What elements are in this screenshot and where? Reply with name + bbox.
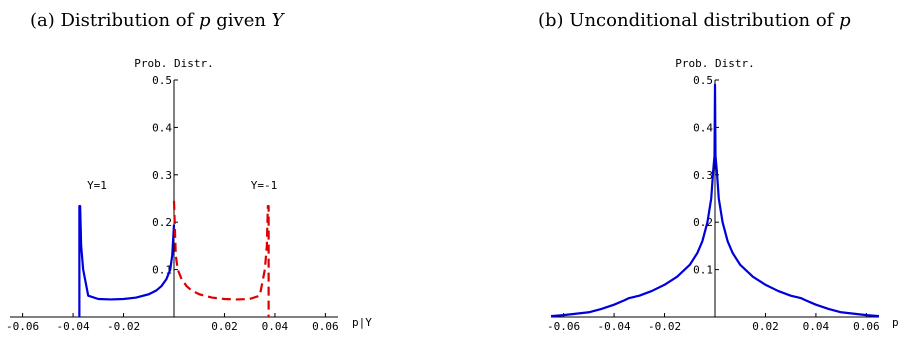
panel-b-x-ticks: -0.06 -0.04 -0.02 0.02 0.04 0.06 [547, 313, 880, 333]
panel-a-series [78, 200, 270, 317]
y-tick-label: 0.5 [152, 74, 172, 87]
y-tick-label: 0.2 [693, 216, 713, 229]
y-tick-label: 0.1 [693, 264, 713, 277]
panel-a: (a) Distribution of p given Y Prob. Dist… [6, 10, 372, 333]
panel-b-series [550, 83, 880, 318]
panel-b-title: (b) Unconditional distribution of p [538, 10, 851, 31]
panel-b-ylabel: Prob. Distr. [675, 57, 754, 70]
x-tick-label: 0.02 [752, 320, 779, 333]
y-tick-label: 0.3 [693, 169, 713, 182]
x-tick-label: -0.04 [57, 320, 90, 333]
x-tick-label: -0.04 [598, 320, 631, 333]
panel-b-y-ticks: 0.1 0.2 0.3 0.4 0.5 [693, 74, 719, 277]
panel-b: (b) Unconditional distribution of p Prob… [538, 10, 899, 333]
panel-a-x-ticks: -0.06 -0.04 -0.02 0.02 0.04 0.06 [6, 313, 339, 333]
x-tick-label: -0.02 [648, 320, 681, 333]
y-tick-label: 0.5 [693, 74, 713, 87]
panel-a-xlabel: p|Y [352, 316, 372, 329]
series-line-2 [172, 200, 270, 317]
y-tick-label: 0.4 [693, 121, 713, 134]
panel-a-ylabel: Prob. Distr. [134, 57, 213, 70]
x-tick-label: 0.04 [803, 320, 830, 333]
x-tick-label: -0.02 [107, 320, 140, 333]
x-tick-label: -0.06 [547, 320, 580, 333]
x-tick-label: 0.06 [853, 320, 880, 333]
series-line-1 [550, 83, 880, 318]
panel-b-xlabel: p [892, 316, 899, 329]
x-tick-label: 0.04 [262, 320, 289, 333]
panel-a-y-ticks: 0.1 0.2 0.3 0.4 0.5 [152, 74, 178, 277]
annotation-y1: Y=1 [87, 179, 107, 192]
y-tick-label: 0.4 [152, 121, 172, 134]
panel-a-title: (a) Distribution of p given Y [30, 10, 286, 31]
y-tick-label: 0.1 [152, 264, 172, 277]
annotation-y-minus1: Y=-1 [251, 179, 278, 192]
x-tick-label: 0.06 [312, 320, 339, 333]
y-tick-label: 0.3 [152, 169, 172, 182]
series-line-1 [78, 204, 176, 317]
x-tick-label: 0.02 [211, 320, 238, 333]
y-tick-label: 0.2 [152, 216, 172, 229]
x-tick-label: -0.06 [6, 320, 39, 333]
